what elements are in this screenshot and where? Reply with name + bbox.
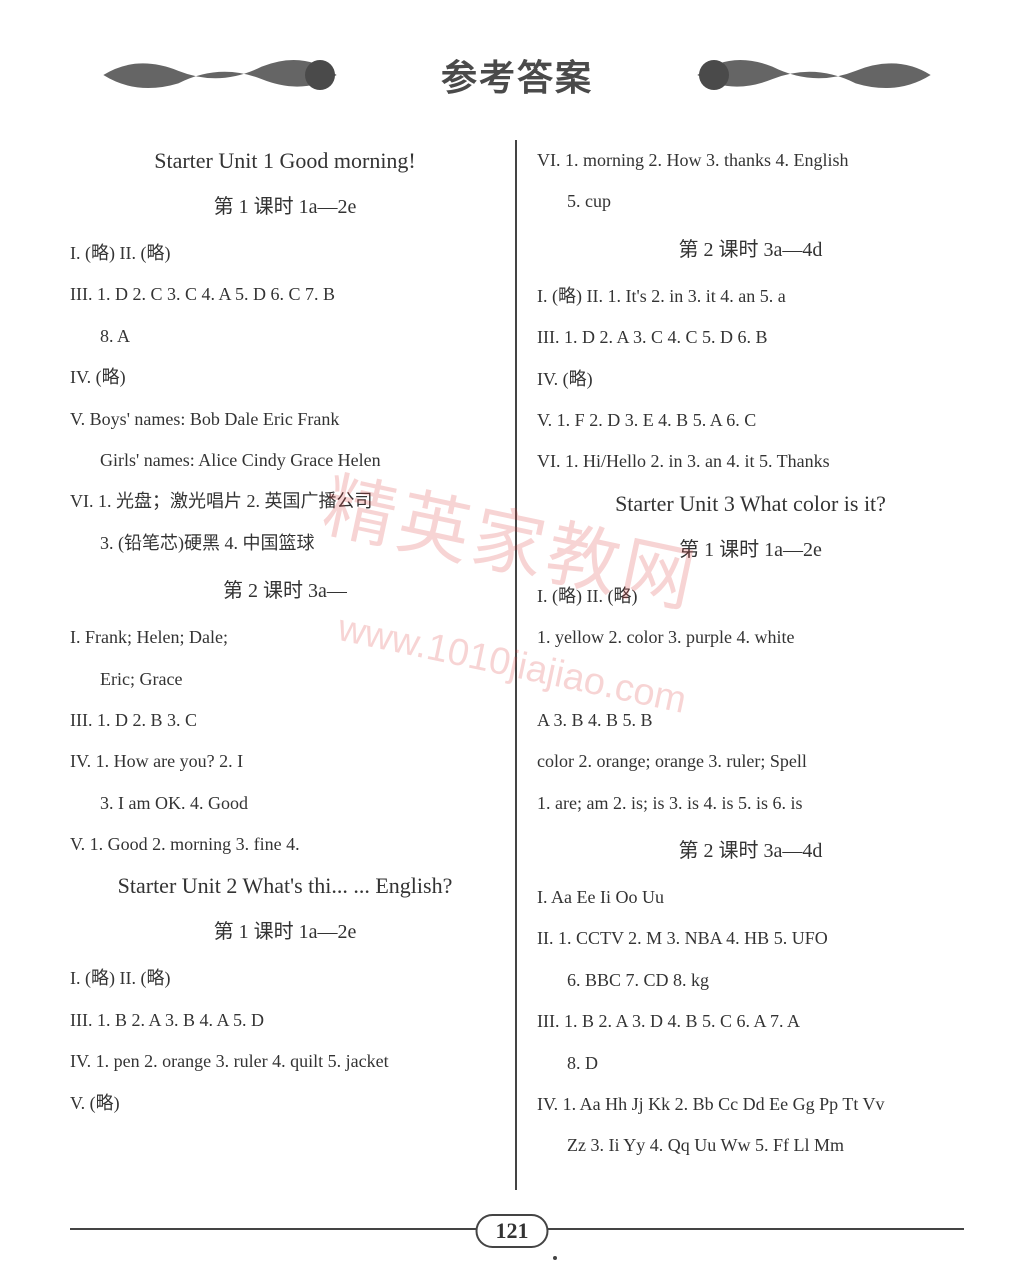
answer-line: III. 1. B 2. A 3. D 4. B 5. C 6. A 7. A xyxy=(537,1001,964,1042)
answer-line xyxy=(537,659,964,700)
answer-line: 1. are; am 2. is; is 3. is 4. is 5. is 6… xyxy=(537,783,964,824)
lesson-title: 第 2 课时 3a—4d xyxy=(537,834,964,863)
answer-line: I. (略) II. 1. It's 2. in 3. it 4. an 5. … xyxy=(537,276,964,317)
lesson-title: 第 2 课时 3a— xyxy=(70,574,500,603)
answer-line: VI. 1. morning 2. How 3. thanks 4. Engli… xyxy=(537,140,964,181)
answer-line: 1. yellow 2. color 3. purple 4. white xyxy=(537,617,964,658)
answer-key-page: 参考答案 精英家教网 www.1010jiajiao.com Starter U… xyxy=(0,0,1024,1278)
answer-line: I. Aa Ee Ii Oo Uu xyxy=(537,877,964,918)
unit-title: Starter Unit 1 Good morning! xyxy=(70,148,500,174)
page-number: 121 xyxy=(476,1214,549,1248)
answer-line: 6. BBC 7. CD 8. kg xyxy=(537,960,964,1001)
answer-line: Girls' names: Alice Cindy Grace Helen xyxy=(70,440,500,481)
lesson-title: 第 1 课时 1a—2e xyxy=(537,533,964,562)
flame-decoration-right-icon xyxy=(674,50,954,100)
answer-line: V. 1. F 2. D 3. E 4. B 5. A 6. C xyxy=(537,400,964,441)
answer-line: II. 1. CCTV 2. M 3. NBA 4. HB 5. UFO xyxy=(537,918,964,959)
answer-line: I. Frank; Helen; Dale; xyxy=(70,617,500,658)
answer-line: A 3. B 4. B 5. B xyxy=(537,700,964,741)
answer-line: Eric; Grace xyxy=(70,659,500,700)
unit-title: Starter Unit 3 What color is it? xyxy=(537,491,964,517)
answer-line: I. (略) II. (略) xyxy=(70,958,500,999)
answer-line: III. 1. B 2. A 3. B 4. A 5. D xyxy=(70,1000,500,1041)
answer-line: III. 1. D 2. C 3. C 4. A 5. D 6. C 7. B xyxy=(70,274,500,315)
dot-icon xyxy=(553,1256,557,1260)
answer-line: IV. 1. Aa Hh Jj Kk 2. Bb Cc Dd Ee Gg Pp … xyxy=(537,1084,964,1125)
unit-title: Starter Unit 2 What's thi... ... English… xyxy=(70,873,500,899)
answer-line: color 2. orange; orange 3. ruler; Spell xyxy=(537,741,964,782)
answer-line: V. Boys' names: Bob Dale Eric Frank xyxy=(70,399,500,440)
content-columns: Starter Unit 1 Good morning! 第 1 课时 1a—2… xyxy=(70,140,964,1190)
answer-line: V. (略) xyxy=(70,1083,500,1124)
answer-line: IV. 1. How are you? 2. I xyxy=(70,741,500,782)
answer-line: VI. 1. Hi/Hello 2. in 3. an 4. it 5. Tha… xyxy=(537,441,964,482)
answer-line: I. (略) II. (略) xyxy=(70,233,500,274)
answer-line: 5. cup xyxy=(537,181,964,222)
answer-line: III. 1. D 2. B 3. C xyxy=(70,700,500,741)
lesson-title: 第 1 课时 1a—2e xyxy=(70,915,500,944)
answer-line: 8. A xyxy=(70,316,500,357)
lesson-title: 第 1 课时 1a—2e xyxy=(70,190,500,219)
answer-line: IV. (略) xyxy=(537,359,964,400)
lesson-title: 第 2 课时 3a—4d xyxy=(537,233,964,262)
answer-line: V. 1. Good 2. morning 3. fine 4. xyxy=(70,824,500,865)
answer-line: 3. I am OK. 4. Good xyxy=(70,783,500,824)
answer-line: I. (略) II. (略) xyxy=(537,576,964,617)
right-column: VI. 1. morning 2. How 3. thanks 4. Engli… xyxy=(517,140,964,1190)
answer-line: 3. (铅笔芯)硬黑 4. 中国篮球 xyxy=(70,523,500,564)
flame-decoration-left-icon xyxy=(80,50,360,100)
answer-line: 8. D xyxy=(537,1043,964,1084)
answer-line: IV. 1. pen 2. orange 3. ruler 4. quilt 5… xyxy=(70,1041,500,1082)
answer-line: Zz 3. Ii Yy 4. Qq Uu Ww 5. Ff Ll Mm xyxy=(537,1125,964,1166)
left-column: Starter Unit 1 Good morning! 第 1 课时 1a—2… xyxy=(70,140,517,1190)
page-title: 参考答案 xyxy=(441,49,593,101)
answer-line: IV. (略) xyxy=(70,357,500,398)
answer-line: III. 1. D 2. A 3. C 4. C 5. D 6. B xyxy=(537,317,964,358)
header-banner: 参考答案 xyxy=(70,40,964,110)
answer-line: VI. 1. 光盘；激光唱片 2. 英国广播公司 xyxy=(70,481,500,522)
page-number-wrap: 121 xyxy=(476,1214,549,1248)
